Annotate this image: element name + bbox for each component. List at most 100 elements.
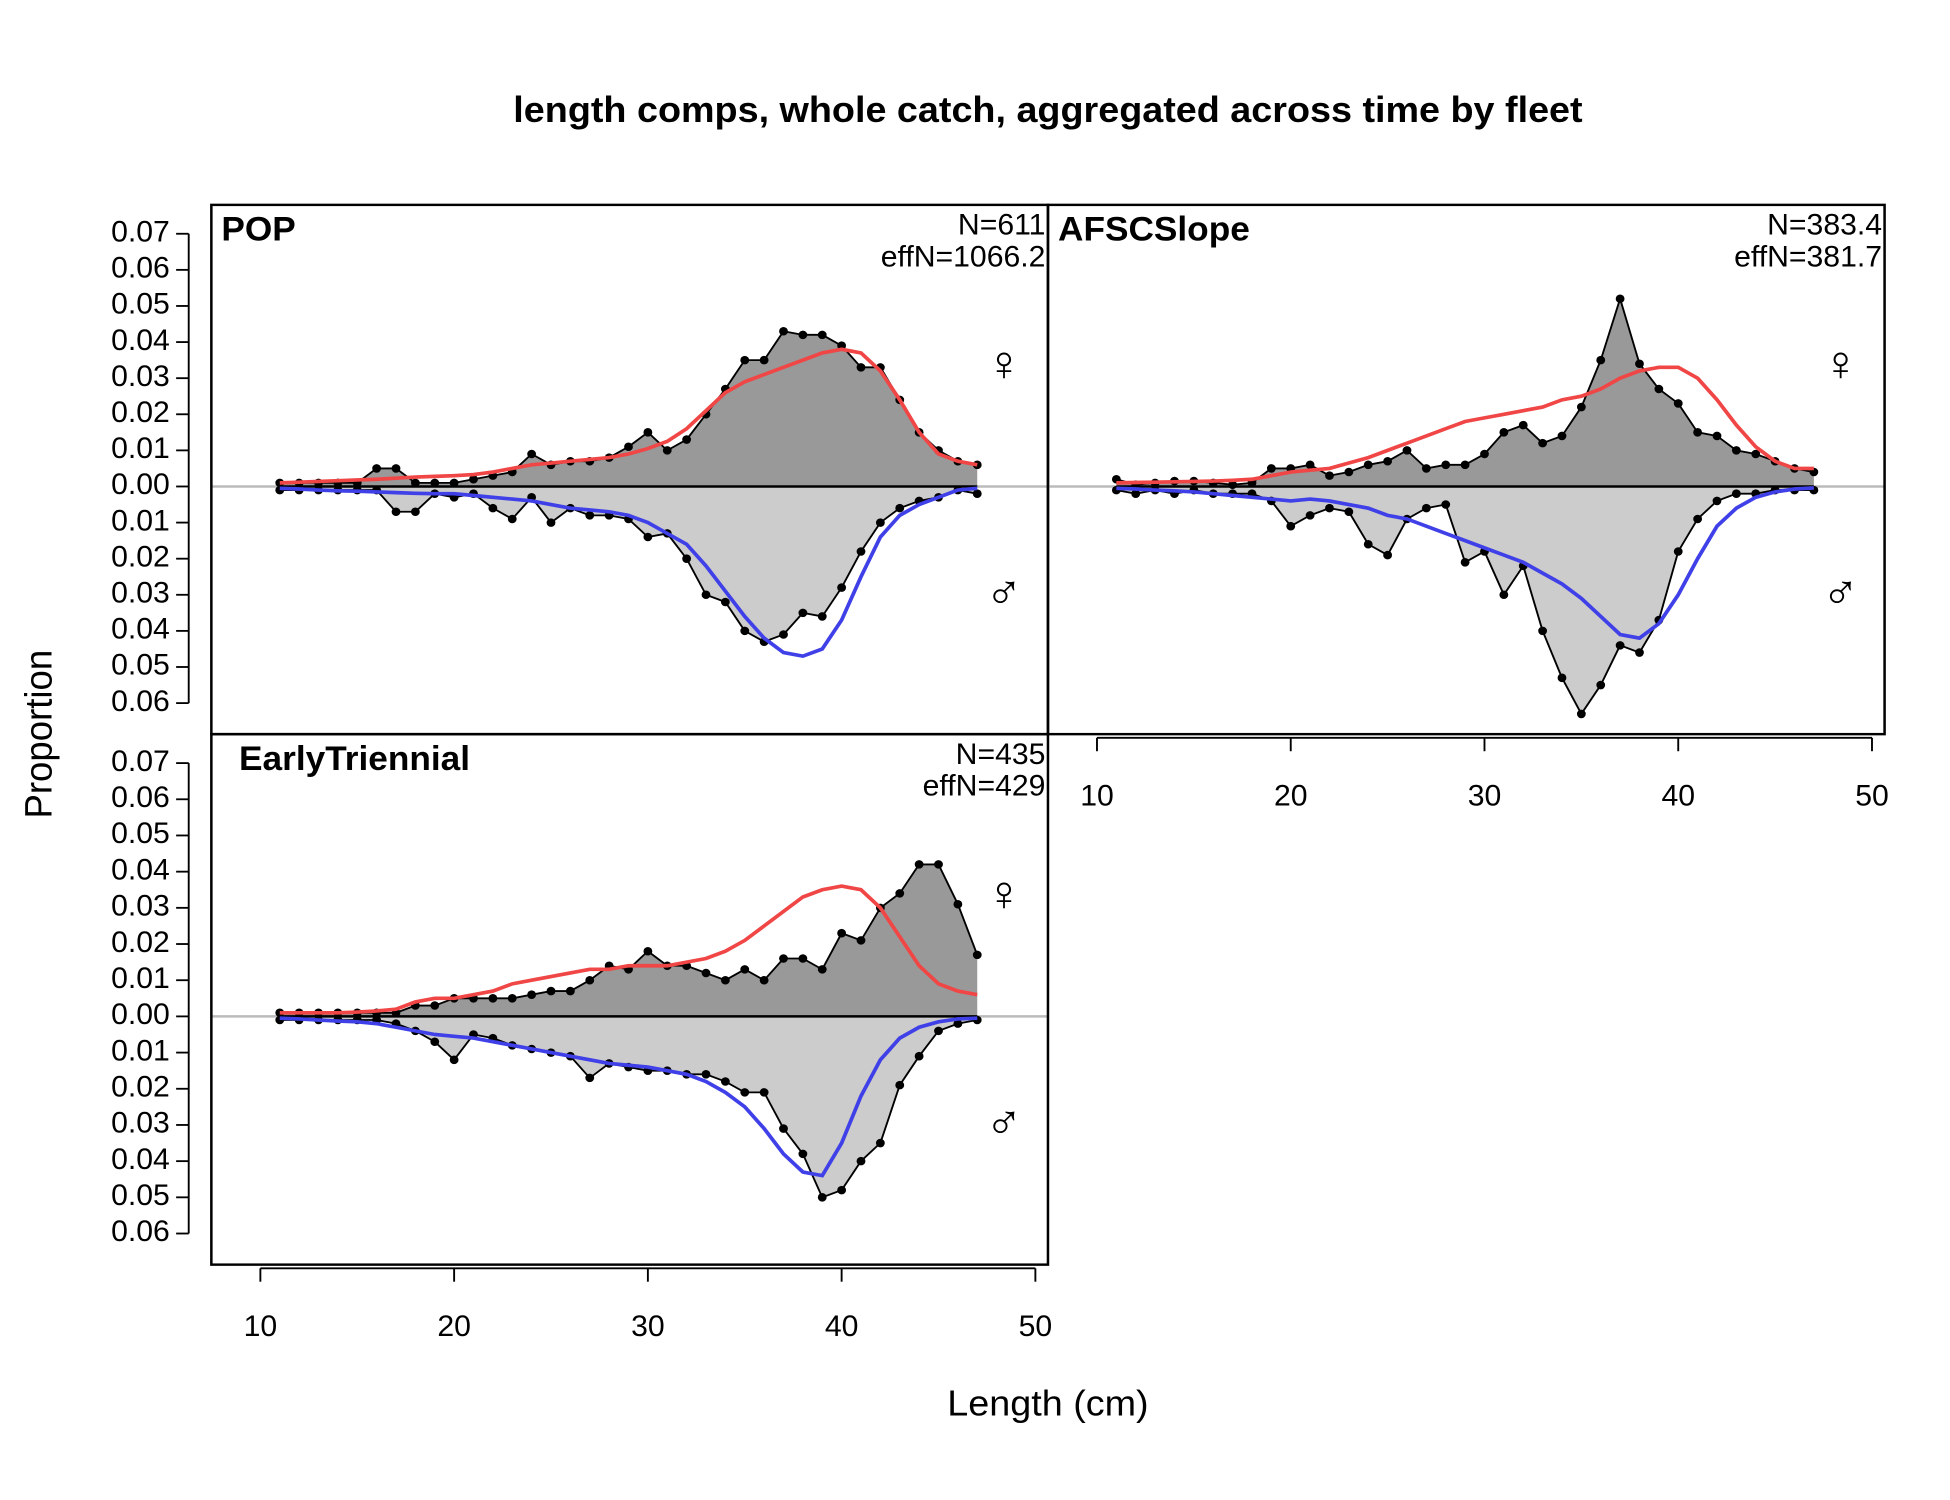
observed-point <box>1344 507 1354 517</box>
observed-point <box>1635 648 1644 657</box>
male-symbol: ♂ <box>1822 565 1860 620</box>
observed-point <box>875 1138 885 1148</box>
observed-point <box>740 626 750 636</box>
observed-point <box>1576 709 1586 719</box>
y-tick-label: 0.02 <box>111 926 170 958</box>
y-tick-label: 0.01 <box>111 433 170 465</box>
observed-point <box>779 630 788 639</box>
observed-point <box>1712 431 1722 441</box>
observed-point <box>817 330 827 340</box>
observed-point <box>1480 449 1489 459</box>
observed-point <box>1441 500 1451 509</box>
observed-point <box>875 518 885 527</box>
observed-point <box>1460 460 1470 470</box>
panel-title: EarlyTriennial <box>239 740 470 777</box>
observed-point <box>895 889 905 898</box>
observed-point <box>585 511 595 520</box>
y-tick-label: 0.05 <box>111 1179 170 1211</box>
observed-point <box>410 507 420 517</box>
observed-point <box>682 554 692 563</box>
observed-point <box>1228 480 1238 489</box>
y-tick-label: 0.03 <box>111 890 170 922</box>
x-tick-label: 10 <box>244 1310 278 1342</box>
sample-size: N=383.4 <box>1767 209 1882 241</box>
observed-point <box>1286 521 1296 531</box>
observed-point <box>817 612 827 621</box>
observed-point <box>372 464 382 473</box>
observed-point <box>740 1088 750 1097</box>
observed-point <box>972 950 982 960</box>
x-tick-label: 40 <box>1661 780 1695 812</box>
observed-point <box>527 990 537 999</box>
expected-line <box>1116 486 1814 641</box>
observed-point <box>449 1055 459 1065</box>
observed-point <box>1731 446 1741 455</box>
observed-point <box>507 514 517 524</box>
observed-point <box>488 994 498 1003</box>
y-tick-label: 0.04 <box>111 854 170 886</box>
y-tick-label: 0.06 <box>111 252 170 284</box>
observed-point <box>643 532 653 542</box>
observed-point <box>469 474 478 484</box>
y-tick-label: 0.01 <box>111 505 170 537</box>
observed-point <box>740 355 750 365</box>
observed-point <box>701 1070 711 1079</box>
observed-point <box>1518 420 1528 430</box>
observed-point <box>1635 359 1644 368</box>
observed-point <box>720 1077 730 1086</box>
y-axis-label: Proportion <box>17 650 60 819</box>
observed-point <box>934 860 943 869</box>
observed-point <box>953 1019 963 1028</box>
observed-point <box>1693 428 1703 437</box>
observed-point <box>430 1001 440 1010</box>
observed-point <box>1305 460 1315 470</box>
observed-point <box>1421 503 1431 513</box>
x-tick-label: 40 <box>825 1310 859 1342</box>
y-tick-label: 0.03 <box>111 360 170 392</box>
observed-point <box>391 507 401 517</box>
expected-line <box>1116 365 1814 485</box>
y-tick-label: 0.00 <box>111 999 170 1031</box>
y-tick-label: 0.03 <box>111 1107 170 1139</box>
observed-point <box>1383 550 1393 560</box>
observed-point <box>546 986 556 996</box>
y-tick-label: 0.07 <box>111 216 170 248</box>
observed-point <box>1421 464 1431 473</box>
observed-point <box>856 547 866 556</box>
observed-point <box>779 954 788 963</box>
observed-point <box>759 1088 769 1097</box>
observed-point <box>507 994 517 1003</box>
female-symbol: ♀ <box>985 336 1023 391</box>
observed-point <box>1305 511 1315 520</box>
observed-point <box>682 435 692 444</box>
observed-point <box>1266 464 1276 473</box>
observed-point <box>856 363 866 372</box>
y-tick-label: 0.02 <box>111 1071 170 1103</box>
expected-line <box>279 1016 978 1178</box>
observed-point <box>1383 456 1393 466</box>
observed-point <box>1402 446 1412 455</box>
observed-point <box>643 428 653 437</box>
observed-point <box>430 478 440 488</box>
observed-point <box>972 489 982 498</box>
observed-point <box>1576 402 1586 412</box>
observed-point <box>1441 460 1451 470</box>
observed-point <box>1557 431 1567 441</box>
y-tick-label: 0.06 <box>111 781 170 813</box>
y-tick-label: 0.01 <box>111 1035 170 1067</box>
observed-point <box>798 330 808 340</box>
observed-point <box>720 975 730 985</box>
observed-point <box>527 449 537 459</box>
y-tick-label: 0.05 <box>111 818 170 850</box>
x-tick-label: 50 <box>1855 780 1889 812</box>
observed-point <box>546 518 556 527</box>
sample-size: N=611 <box>958 209 1046 241</box>
observed-point <box>895 503 905 513</box>
observed-point <box>1363 460 1373 470</box>
x-tick-label: 20 <box>437 1310 471 1342</box>
expected-line <box>279 884 978 1015</box>
observed-point <box>934 1026 943 1036</box>
observed-point <box>1596 680 1606 690</box>
